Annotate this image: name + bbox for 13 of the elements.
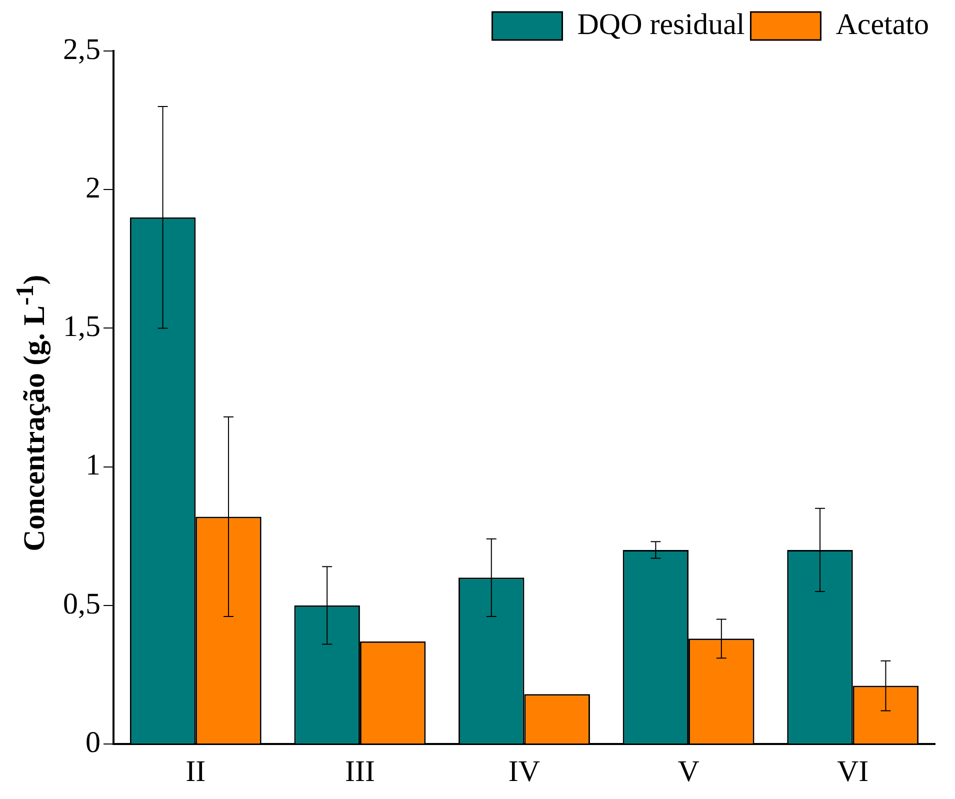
x-tick-label: III: [344, 754, 375, 788]
y-tick-label: 1: [86, 448, 100, 482]
legend-label: DQO residual: [577, 8, 745, 41]
x-tick-label: IV: [508, 754, 540, 788]
y-tick-label: 1,5: [63, 310, 100, 344]
y-tick-label: 0: [86, 726, 100, 759]
y-tick-label: 2: [86, 171, 100, 204]
x-tick-label: V: [678, 754, 700, 788]
legend-label: Acetato: [836, 8, 929, 41]
y-tick-label: 2,5: [63, 32, 100, 66]
y-tick-label: 0,5: [63, 587, 100, 620]
x-tick-label: VI: [837, 754, 869, 788]
x-tick-label: II: [186, 754, 206, 788]
